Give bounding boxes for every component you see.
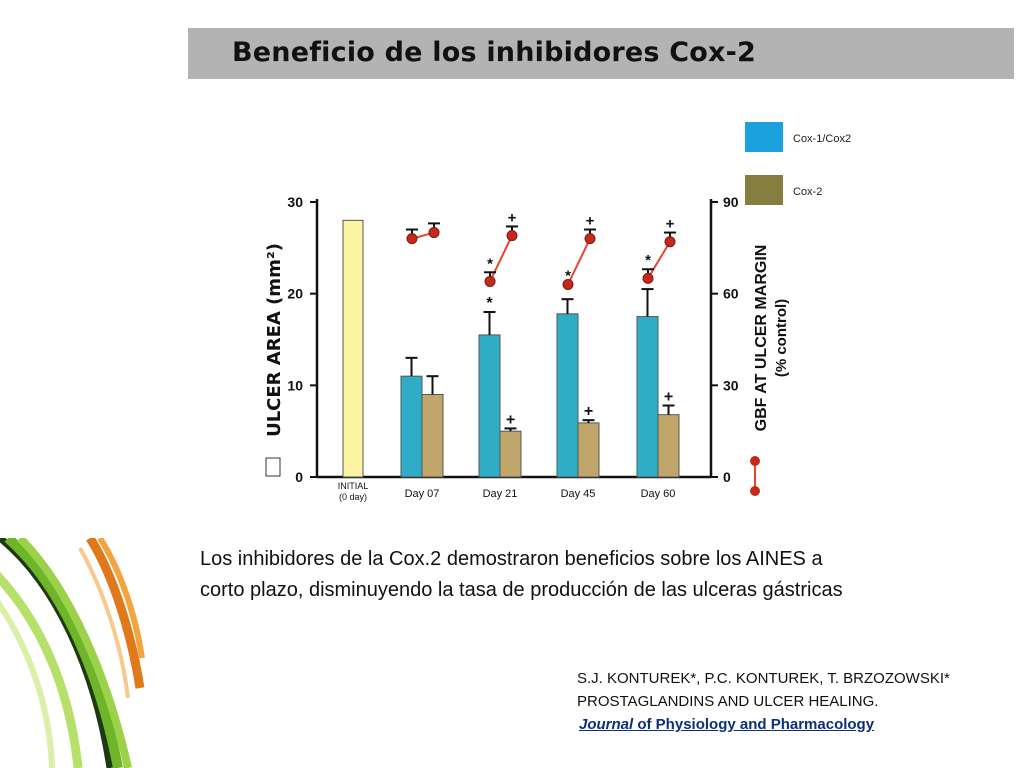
bar-s0-c1 bbox=[400, 375, 423, 478]
gbf-point-2-1 bbox=[584, 233, 596, 245]
legend-swatch-cox1-cox2 bbox=[745, 122, 783, 152]
y2-tick-label-1: 30 bbox=[723, 377, 739, 393]
marker-s1-c4: + bbox=[664, 389, 673, 406]
gbf-legend-point-top bbox=[750, 456, 760, 466]
x-tick-label-4-0: Day 60 bbox=[641, 488, 676, 500]
marker-s1-c2: + bbox=[506, 411, 515, 428]
y-tick-label-2: 20 bbox=[287, 286, 303, 302]
y2-axis-title-line-1: GBF AT ULCER MARGIN bbox=[753, 245, 770, 432]
bar-s0-c4 bbox=[636, 316, 659, 478]
bar-s0-c3 bbox=[556, 313, 579, 478]
bar-s1-c3 bbox=[577, 422, 600, 478]
marker-s1-c3: + bbox=[584, 403, 593, 420]
x-tick-label-3-0: Day 45 bbox=[561, 488, 596, 500]
journal-link-rest: of Physiology and Pharmacology bbox=[633, 716, 875, 733]
legend-label-cox1-cox2: Cox-1/Cox2 bbox=[793, 133, 852, 145]
gbf-marker-2-1: + bbox=[586, 213, 595, 230]
gbf-point-3-1 bbox=[664, 236, 676, 248]
gbf-marker-2-0: * bbox=[565, 268, 571, 285]
y-tick-label-1: 10 bbox=[287, 377, 303, 393]
marker-s0-c3: * bbox=[564, 282, 571, 299]
slide-description: Los inhibidores de la Cox.2 demostraron … bbox=[200, 544, 1000, 606]
y-axis-title: ULCER AREA (mm²) bbox=[264, 243, 285, 437]
description-line-2: corto plazo, disminuyendo la tasa de pro… bbox=[200, 579, 843, 601]
citation: S.J. KONTUREK*, P.C. KONTUREK, T. BRZOZO… bbox=[577, 667, 950, 736]
description-line-1: Los inhibidores de la Cox.2 demostraron … bbox=[200, 548, 823, 570]
gbf-legend-point-bottom bbox=[750, 486, 760, 496]
y2-tick-label-0: 0 bbox=[723, 469, 731, 485]
gbf-point-0-1 bbox=[428, 227, 440, 239]
bar-s0-c2 bbox=[478, 334, 501, 478]
gbf-point-1-1 bbox=[506, 230, 518, 242]
marker-s0-c2: * bbox=[486, 295, 493, 312]
y2-tick-label-3: 90 bbox=[723, 194, 739, 210]
citation-article: PROSTAGLANDINS AND ULCER HEALING. bbox=[577, 693, 879, 710]
decorative-ribbon bbox=[0, 538, 145, 768]
y2-axis-title-line-2: (% control) bbox=[773, 299, 790, 377]
y2-tick-label-2: 60 bbox=[723, 286, 739, 302]
title-bar bbox=[188, 28, 1014, 79]
gbf-marker-1-1: + bbox=[508, 209, 517, 226]
legend-label-cox2: Cox-2 bbox=[793, 186, 823, 198]
gbf-line-2 bbox=[567, 238, 591, 285]
x-tick-label-1-0: Day 07 bbox=[405, 488, 440, 500]
bar-s1-c2 bbox=[499, 430, 522, 478]
ulcer-healing-chart: 0 10 20 30 0 30 60 90 ULCER AREA (mm²) GBF AT ULC… bbox=[264, 194, 790, 502]
gbf-line-3 bbox=[647, 241, 671, 279]
x-tick-label-0-0: INITIAL bbox=[338, 481, 369, 491]
gbf-marker-1-0: * bbox=[487, 255, 493, 272]
x-tick-label-2-0: Day 21 bbox=[483, 488, 518, 500]
bar-s1-c1 bbox=[421, 394, 444, 478]
x-tick-label-0-1: (0 day) bbox=[339, 492, 367, 502]
y-tick-label-0: 0 bbox=[295, 469, 303, 485]
gbf-marker-3-1: + bbox=[666, 216, 675, 233]
y-tick-label-3: 30 bbox=[287, 194, 303, 210]
gbf-point-2-0 bbox=[562, 279, 574, 290]
legend-swatch-cox2 bbox=[745, 175, 783, 205]
citation-authors: S.J. KONTUREK*, P.C. KONTUREK, T. BRZOZO… bbox=[577, 670, 950, 687]
bar-s1-c4 bbox=[657, 414, 680, 478]
journal-link-italic: Journal bbox=[579, 716, 634, 733]
gbf-marker-3-0: * bbox=[645, 252, 651, 269]
slide-title: Beneficio de los inhibidores Cox-2 bbox=[232, 37, 757, 68]
gbf-point-0-0 bbox=[406, 233, 418, 245]
bar-initial bbox=[342, 219, 364, 478]
journal-link[interactable]: Journal of Physiology and Pharmacology bbox=[577, 716, 874, 733]
empty-checkbox-icon bbox=[265, 457, 281, 477]
gbf-point-1-0 bbox=[484, 275, 496, 287]
gbf-point-3-0 bbox=[642, 272, 654, 284]
gbf-line-1 bbox=[489, 235, 513, 282]
